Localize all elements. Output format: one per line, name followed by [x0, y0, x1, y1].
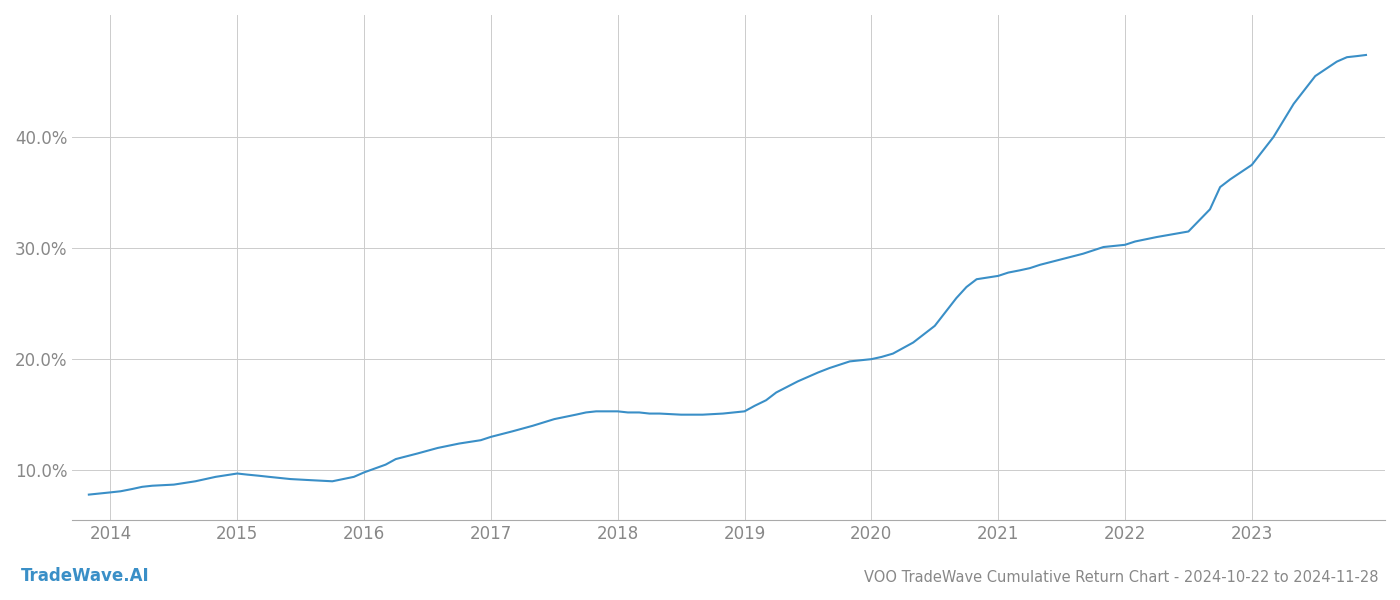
Text: VOO TradeWave Cumulative Return Chart - 2024-10-22 to 2024-11-28: VOO TradeWave Cumulative Return Chart - … [865, 570, 1379, 585]
Text: TradeWave.AI: TradeWave.AI [21, 567, 150, 585]
